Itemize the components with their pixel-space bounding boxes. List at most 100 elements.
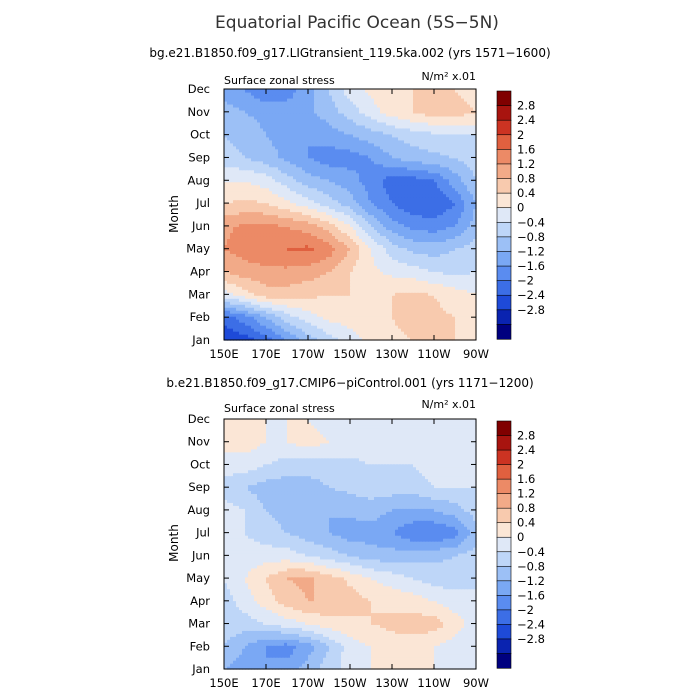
contour-cell [413,199,417,204]
contour-cell [353,178,357,183]
contour-cell [299,202,303,207]
contour-cell [296,247,300,251]
contour-cell [377,229,381,234]
contour-cell [452,286,456,290]
contour-cell [236,250,240,254]
contour-cell [419,304,423,308]
contour-cell [467,217,471,222]
contour-cell [377,244,381,248]
contour-cell [266,334,270,338]
contour-cell [395,319,399,323]
contour-cell [332,247,336,251]
contour-cell [446,247,450,251]
contour-cell [230,268,234,272]
contour-cell [359,220,363,225]
contour-cell [275,322,279,326]
contour-cell [290,226,294,231]
contour-cell [260,313,264,317]
contour-cell [446,220,450,225]
contour-cell [365,265,369,269]
contour-cell [395,241,399,245]
contour-cell [401,280,405,284]
contour-cell [296,166,300,171]
contour-cell [314,232,318,237]
contour-cell [305,274,309,278]
contour-cell [401,211,405,216]
contour-cell [272,331,276,335]
contour-cell [323,190,327,195]
contour-cell [446,244,450,248]
contour-cell [224,277,228,281]
contour-cell [275,283,279,287]
contour-cell [410,241,414,245]
contour-cell [437,286,441,290]
contour-cell [401,292,405,296]
contour-cell [236,328,240,332]
contour-cell [407,253,411,257]
contour-cell [290,325,294,329]
contour-cell [368,298,372,302]
contour-cell [374,271,378,275]
contour-cell [287,334,291,338]
contour-cell [458,268,462,272]
contour-cell [308,238,312,242]
contour-cell [365,178,369,183]
contour-cell [239,298,243,302]
contour-cell [458,325,462,329]
contour-cell [440,172,444,177]
contour-cell [365,319,369,323]
contour-cell [356,286,360,290]
contour-cell [413,277,417,281]
contour-cell [245,334,249,338]
contour-cell [395,295,399,299]
contour-cell [386,205,390,210]
contour-cell [257,286,261,290]
contour-cell [251,202,255,207]
contour-cell [446,166,450,171]
contour-cell [428,280,432,284]
contour-cell [443,187,447,192]
contour-cell [260,199,264,204]
contour-cell [458,211,462,216]
contour-cell [365,235,369,240]
contour-cell [299,310,303,314]
contour-cell [266,304,270,308]
contour-cell [263,274,267,278]
contour-cell [353,202,357,207]
contour-cell [458,202,462,207]
contour-cell [311,220,315,225]
contour-cell [332,205,336,210]
contour-cell [320,262,324,266]
contour-cell [332,274,336,278]
contour-cell [257,223,261,228]
contour-cell [362,199,366,204]
contour-cell [404,253,408,257]
contour-cell [389,289,393,293]
contour-cell [401,253,405,257]
contour-cell [431,247,435,251]
contour-cell [362,289,366,293]
contour-cell [359,265,363,269]
contour-cell [395,193,399,198]
contour-cell [404,298,408,302]
contour-cell [365,331,369,335]
contour-cell [380,202,384,207]
contour-cell [437,331,441,335]
contour-cell [248,295,252,299]
contour-cell [464,319,468,323]
contour-cell [359,310,363,314]
contour-cell [230,307,234,311]
contour-cell [299,319,303,323]
contour-cell [443,334,447,338]
contour-cell [410,190,414,195]
contour-cell [434,184,438,189]
contour-cell [380,316,384,320]
contour-cell [230,163,234,168]
contour-cell [311,175,315,180]
contour-cell [452,211,456,216]
contour-cell [344,208,348,213]
contour-cell [371,202,375,207]
contour-cell [248,253,252,257]
contour-cell [377,247,381,251]
contour-cell [278,268,282,272]
